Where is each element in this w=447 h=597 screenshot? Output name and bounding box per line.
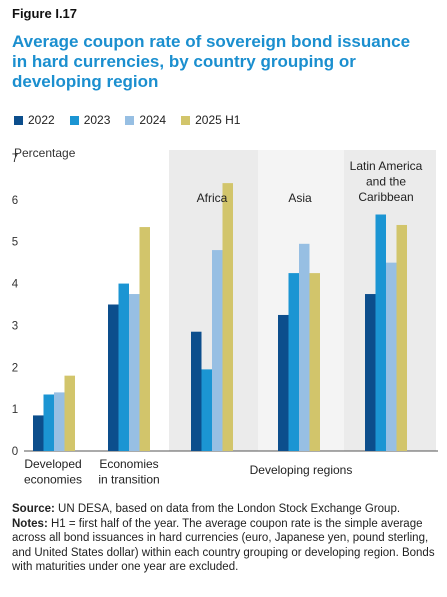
- legend-swatch-2024: [125, 115, 135, 125]
- bar-2025-h1-0: [64, 375, 75, 451]
- legend-swatch-2023: [69, 115, 79, 125]
- category-label: and the: [366, 175, 406, 189]
- source-text: UN DESA, based on data from the London S…: [54, 503, 401, 515]
- bar-2025-h1-2: [222, 183, 233, 451]
- bar-2023-3: [288, 273, 299, 451]
- chart-legend: 2022 2023 2024 2025 H1: [14, 113, 240, 127]
- bar-2023-4: [375, 214, 386, 451]
- legend-label-2024: 2024: [139, 113, 167, 127]
- y-tick-label: 5: [12, 237, 18, 249]
- category-label: Economies: [99, 457, 158, 471]
- legend-item-2023: 2023: [69, 113, 111, 127]
- bar-chart: 0 1 2 3 4 5 6 7 Developed economies Economies in tr…: [12, 150, 438, 487]
- bar-2024-2: [212, 250, 223, 451]
- legend-item-2025-h1: 2025 H1: [181, 113, 240, 127]
- category-label: Asia: [288, 191, 312, 205]
- category-label: economies: [24, 473, 82, 487]
- bar-2022-4: [365, 294, 376, 451]
- notes: Notes: H1 = first half of the year. The …: [12, 517, 440, 575]
- bar-2022-1: [108, 304, 119, 451]
- category-label: Latin America: [350, 159, 423, 173]
- notes-label: Notes:: [12, 517, 48, 530]
- legend-label-2025-h1: 2025 H1: [195, 113, 241, 127]
- legend-item-2024: 2024: [125, 113, 166, 127]
- y-tick-label: 2: [12, 362, 18, 374]
- category-group-label: Developing regions: [250, 463, 353, 477]
- bar-2022-0: [33, 415, 44, 451]
- source-label: Source:: [12, 503, 55, 515]
- figure-label: Figure I.17: [12, 6, 78, 21]
- bar-2024-4: [386, 262, 397, 451]
- category-label: Caribbean: [358, 190, 413, 204]
- bar-2023-0: [43, 394, 54, 451]
- legend-item-2022: 2022: [14, 113, 55, 127]
- legend-label-2023: 2023: [83, 113, 111, 127]
- bar-2023-2: [201, 369, 212, 451]
- bar-2022-2: [191, 331, 202, 451]
- bar-2022-3: [278, 314, 289, 451]
- chart-title-line-2: in hard currencies, by country grouping …: [12, 52, 356, 71]
- y-tick-label: 0: [12, 446, 18, 458]
- bar-2025-h1-4: [396, 224, 407, 451]
- bar-2024-1: [129, 294, 140, 451]
- chart-footer: Source: UN DESA, based on data from the …: [12, 502, 440, 575]
- y-tick-label: 3: [12, 320, 18, 332]
- chart-title-line-3: developing region: [12, 72, 159, 91]
- y-axis-unit-label: Percentage: [14, 146, 76, 160]
- y-tick-label: 6: [12, 195, 18, 207]
- bar-2025-h1-1: [139, 227, 150, 451]
- notes-text: H1 = first half of the year. The average…: [12, 517, 435, 574]
- y-tick-label: 4: [12, 279, 19, 291]
- category-label: in transition: [98, 473, 159, 487]
- chart-title-line-1: Average coupon rate of sovereign bond is…: [12, 32, 411, 51]
- bar-2023-1: [118, 283, 129, 451]
- bar-2024-0: [54, 392, 65, 451]
- y-tick-label: 7: [12, 153, 18, 165]
- category-label: Africa: [197, 191, 228, 205]
- chart-title: Average coupon rate of sovereign bond is…: [12, 32, 437, 92]
- y-tick-label: 1: [12, 404, 18, 416]
- bar-2024-3: [299, 243, 310, 451]
- source-note: Source: UN DESA, based on data from the …: [12, 502, 440, 517]
- legend-swatch-2025-h1: [181, 115, 191, 125]
- legend-label-2022: 2022: [28, 113, 55, 127]
- bar-2025-h1-3: [309, 273, 320, 451]
- category-label: Developed: [24, 457, 81, 471]
- legend-swatch-2022: [14, 115, 23, 125]
